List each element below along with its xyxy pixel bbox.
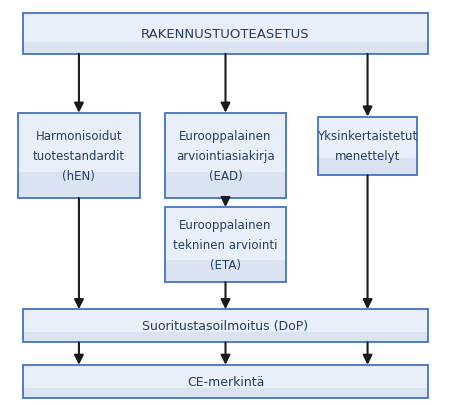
FancyBboxPatch shape bbox=[18, 173, 140, 198]
Text: Eurooppalainen
arviointiasiakirja
(EAD): Eurooppalainen arviointiasiakirja (EAD) bbox=[176, 130, 275, 182]
Text: Harmonisoidut
tuotestandardit
(hEN): Harmonisoidut tuotestandardit (hEN) bbox=[33, 130, 125, 182]
FancyBboxPatch shape bbox=[23, 14, 428, 55]
FancyBboxPatch shape bbox=[23, 43, 428, 55]
FancyBboxPatch shape bbox=[23, 388, 428, 398]
FancyBboxPatch shape bbox=[23, 333, 428, 343]
Text: CE-merkintä: CE-merkintä bbox=[187, 375, 264, 388]
FancyBboxPatch shape bbox=[318, 117, 417, 176]
Text: Suoritustasoilmoitus (DoP): Suoritustasoilmoitus (DoP) bbox=[143, 320, 308, 333]
FancyBboxPatch shape bbox=[18, 113, 140, 198]
FancyBboxPatch shape bbox=[165, 113, 286, 198]
Text: Eurooppalainen
tekninen arviointi
(ETA): Eurooppalainen tekninen arviointi (ETA) bbox=[173, 219, 278, 271]
Text: Yksinkertaistetut
menettelyt: Yksinkertaistetut menettelyt bbox=[318, 130, 418, 163]
FancyBboxPatch shape bbox=[165, 260, 286, 283]
FancyBboxPatch shape bbox=[23, 365, 428, 398]
FancyBboxPatch shape bbox=[165, 173, 286, 198]
FancyBboxPatch shape bbox=[318, 158, 417, 176]
Text: RAKENNUSTUOTEASETUS: RAKENNUSTUOTEASETUS bbox=[141, 28, 310, 41]
FancyBboxPatch shape bbox=[23, 309, 428, 343]
FancyBboxPatch shape bbox=[165, 207, 286, 283]
